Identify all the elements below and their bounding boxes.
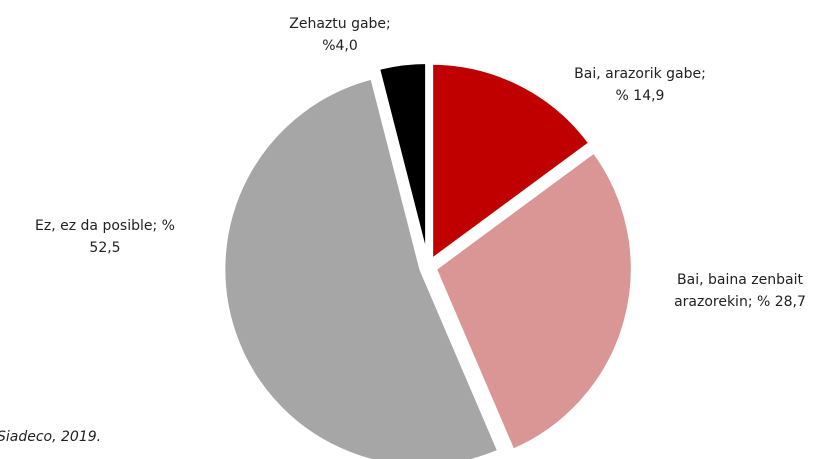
- slice-label: 52,5: [89, 240, 120, 256]
- pie-slice: [432, 148, 635, 454]
- source-note: Siadeco, 2019.: [0, 429, 101, 445]
- slice-label: %4,0: [322, 38, 358, 54]
- slice-label: Bai, arazorik gabe;: [574, 66, 706, 82]
- slice-label: Zehaztu gabe;: [289, 16, 391, 32]
- slice-label: % 14,9: [616, 88, 665, 104]
- pie-slice: [221, 75, 502, 459]
- slice-label: arazorekin; % 28,7: [674, 294, 806, 310]
- slice-label: Ez, ez da posible; %: [35, 218, 175, 234]
- pie-slice: [375, 60, 430, 261]
- slice-label: Bai, baina zenbait: [677, 272, 803, 288]
- pie-slice: [429, 60, 594, 265]
